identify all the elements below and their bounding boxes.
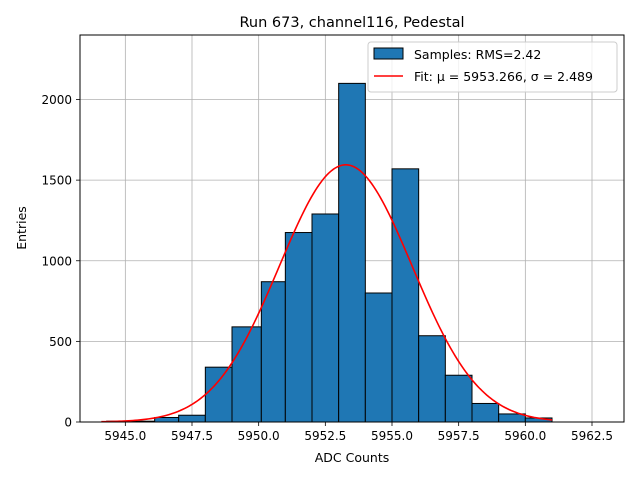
y-tick-label: 2000 (41, 93, 72, 107)
legend-box (367, 41, 618, 93)
histogram-bar-3 (204, 366, 233, 423)
histogram-bar-11 (418, 335, 446, 423)
y-axis-label: Entries (14, 206, 29, 250)
y-axis-ticks: 0 500 1000 1500 2000 (41, 93, 80, 430)
x-tick-label: 5950.0 (238, 429, 280, 443)
histogram-bar-6 (284, 232, 313, 423)
x-tick-label: 5957.5 (438, 429, 480, 443)
x-tick-label: 5947.5 (171, 429, 213, 443)
histogram-bar-12 (444, 374, 473, 423)
histogram-bar-2 (178, 414, 206, 423)
histogram-bar-9 (364, 292, 393, 423)
histogram-bars (106, 82, 553, 423)
x-tick-label: 5962.5 (571, 429, 613, 443)
histogram-bar-7 (311, 213, 340, 423)
x-axis-label: ADC Counts (315, 450, 390, 465)
x-tick-label: 5955.0 (371, 429, 413, 443)
histogram-bar-4 (231, 326, 262, 423)
histogram-bar-5 (260, 281, 286, 423)
legend-samples-swatch (373, 47, 404, 60)
y-tick-label: 1000 (41, 254, 72, 268)
plot-frame (79, 34, 625, 423)
legend: Samples: RMS=2.42 Fit: μ = 5953.266, σ =… (367, 41, 618, 93)
histogram-bar-8 (338, 82, 366, 423)
histogram-bar-10 (391, 168, 420, 423)
x-tick-label: 5960.0 (504, 429, 546, 443)
legend-samples-label: Samples: RMS=2.42 (414, 47, 541, 62)
legend-fit-label: Fit: μ = 5953.266, σ = 2.489 (414, 69, 593, 84)
fit-curve (101, 164, 553, 423)
histogram-bar-13 (471, 402, 500, 423)
histogram-bar-14 (498, 413, 526, 423)
y-tick-label: 500 (49, 335, 72, 349)
y-tick-label: 0 (64, 416, 72, 430)
x-tick-label: 5945.0 (104, 429, 146, 443)
x-axis-ticks: 5945.0 5947.5 5950.0 5952.5 5955.0 5957.5 5960… (104, 422, 613, 443)
y-tick-label: 1500 (41, 174, 72, 188)
x-tick-label: 5952.5 (304, 429, 346, 443)
chart-title: Run 673, channel116, Pedestal (239, 15, 464, 31)
histogram-bar-1 (154, 416, 180, 423)
